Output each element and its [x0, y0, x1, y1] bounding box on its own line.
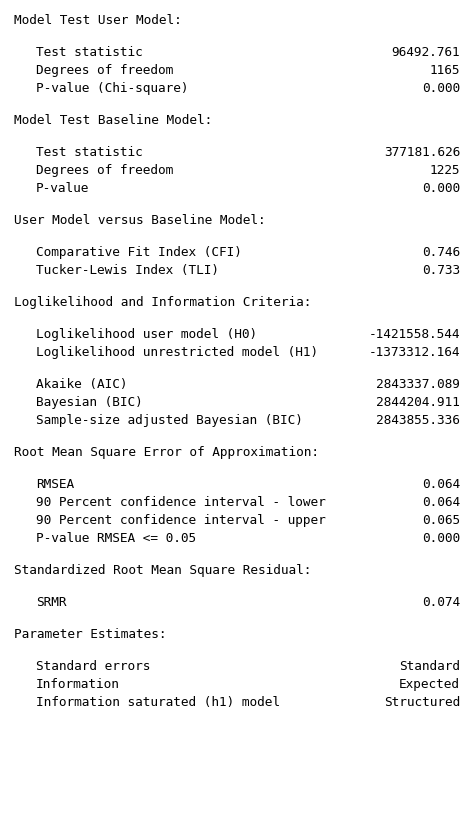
Text: 0.064: 0.064 [422, 477, 460, 490]
Text: P-value (Chi-square): P-value (Chi-square) [36, 82, 189, 95]
Text: Model Test User Model:: Model Test User Model: [14, 14, 182, 27]
Text: Test statistic: Test statistic [36, 146, 143, 159]
Text: -1421558.544: -1421558.544 [368, 327, 460, 341]
Text: 0.000: 0.000 [422, 532, 460, 544]
Text: Information: Information [36, 677, 120, 691]
Text: Loglikelihood user model (H0): Loglikelihood user model (H0) [36, 327, 257, 341]
Text: 2843337.089: 2843337.089 [376, 378, 460, 390]
Text: Model Test Baseline Model:: Model Test Baseline Model: [14, 114, 212, 127]
Text: Comparative Fit Index (CFI): Comparative Fit Index (CFI) [36, 246, 242, 259]
Text: RMSEA: RMSEA [36, 477, 74, 490]
Text: Loglikelihood and Information Criteria:: Loglikelihood and Information Criteria: [14, 295, 311, 308]
Text: Bayesian (BIC): Bayesian (BIC) [36, 395, 143, 409]
Text: Standard: Standard [399, 659, 460, 672]
Text: Degrees of freedom: Degrees of freedom [36, 164, 173, 177]
Text: 90 Percent confidence interval - upper: 90 Percent confidence interval - upper [36, 514, 326, 526]
Text: Loglikelihood unrestricted model (H1): Loglikelihood unrestricted model (H1) [36, 346, 318, 359]
Text: User Model versus Baseline Model:: User Model versus Baseline Model: [14, 213, 265, 227]
Text: 1225: 1225 [429, 164, 460, 177]
Text: 0.000: 0.000 [422, 82, 460, 95]
Text: Sample-size adjusted Bayesian (BIC): Sample-size adjusted Bayesian (BIC) [36, 414, 303, 427]
Text: 0.000: 0.000 [422, 182, 460, 195]
Text: Tucker-Lewis Index (TLI): Tucker-Lewis Index (TLI) [36, 264, 219, 277]
Text: 96492.761: 96492.761 [392, 46, 460, 59]
Text: Test statistic: Test statistic [36, 46, 143, 59]
Text: 0.746: 0.746 [422, 246, 460, 259]
Text: 0.065: 0.065 [422, 514, 460, 526]
Text: -1373312.164: -1373312.164 [368, 346, 460, 359]
Text: Root Mean Square Error of Approximation:: Root Mean Square Error of Approximation: [14, 446, 319, 458]
Text: Standard errors: Standard errors [36, 659, 150, 672]
Text: Degrees of freedom: Degrees of freedom [36, 64, 173, 77]
Text: 0.074: 0.074 [422, 595, 460, 609]
Text: Akaike (AIC): Akaike (AIC) [36, 378, 128, 390]
Text: Information saturated (h1) model: Information saturated (h1) model [36, 696, 280, 708]
Text: Structured: Structured [384, 696, 460, 708]
Text: 0.064: 0.064 [422, 495, 460, 509]
Text: 1165: 1165 [429, 64, 460, 77]
Text: P-value: P-value [36, 182, 90, 195]
Text: 2844204.911: 2844204.911 [376, 395, 460, 409]
Text: 0.733: 0.733 [422, 264, 460, 277]
Text: Standardized Root Mean Square Residual:: Standardized Root Mean Square Residual: [14, 563, 311, 576]
Text: P-value RMSEA <= 0.05: P-value RMSEA <= 0.05 [36, 532, 196, 544]
Text: Parameter Estimates:: Parameter Estimates: [14, 627, 166, 640]
Text: SRMR: SRMR [36, 595, 66, 609]
Text: Expected: Expected [399, 677, 460, 691]
Text: 2843855.336: 2843855.336 [376, 414, 460, 427]
Text: 90 Percent confidence interval - lower: 90 Percent confidence interval - lower [36, 495, 326, 509]
Text: 377181.626: 377181.626 [384, 146, 460, 159]
